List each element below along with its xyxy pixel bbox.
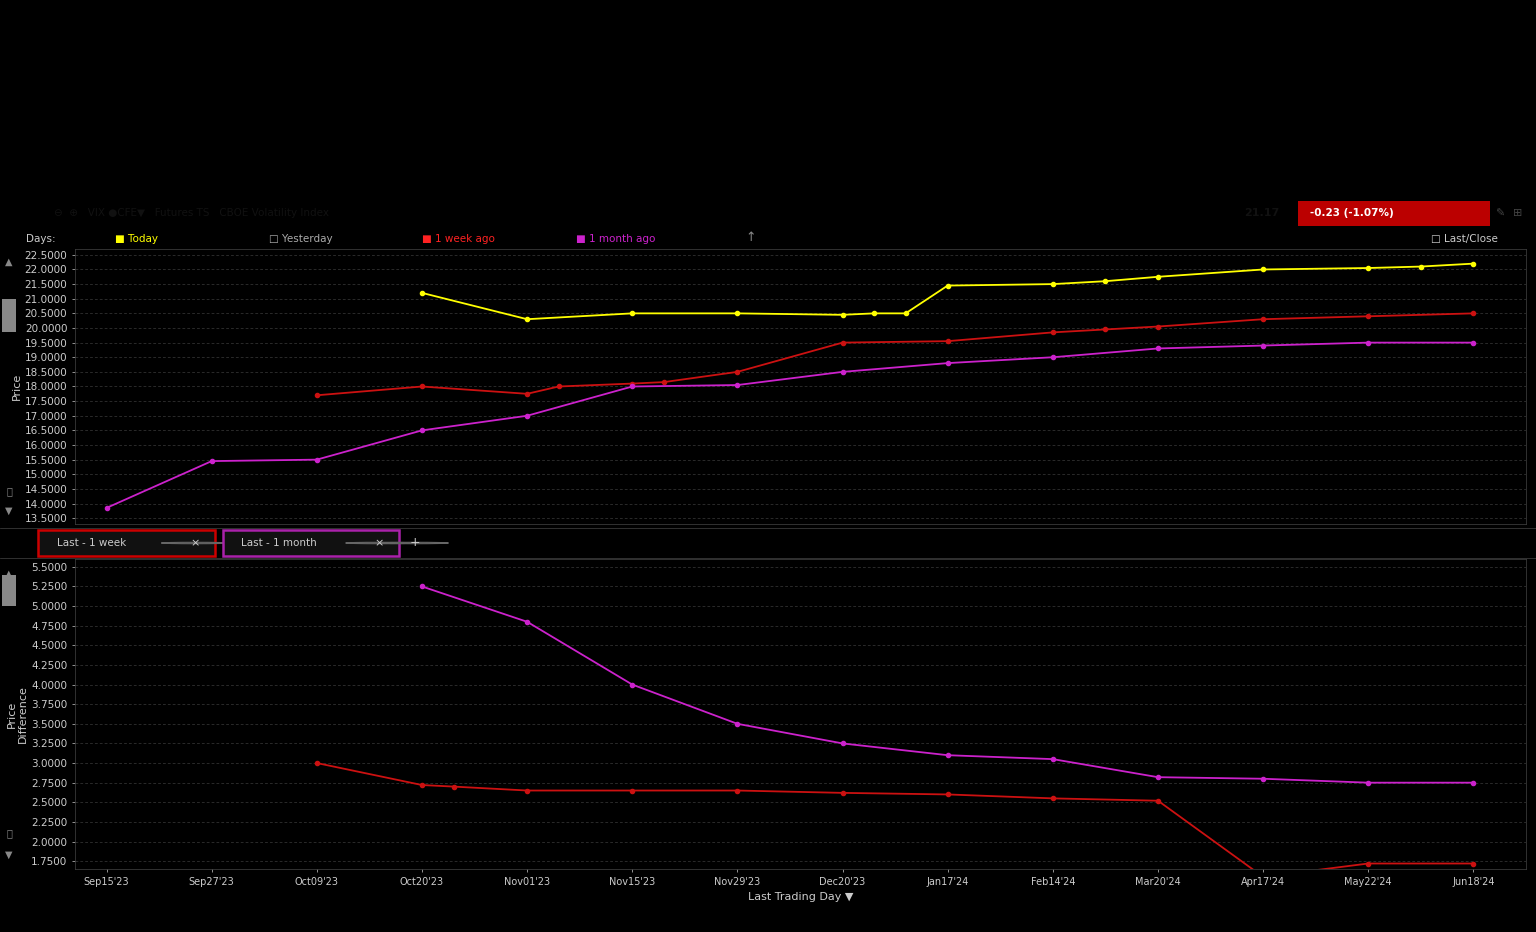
FancyBboxPatch shape <box>38 530 215 555</box>
Text: +: + <box>410 537 419 550</box>
Text: □ Last/Close: □ Last/Close <box>1430 234 1498 244</box>
Text: ⊖  ⊕   VIX ●CFE▼   Futures TS   CBOE Volatility Index: ⊖ ⊕ VIX ●CFE▼ Futures TS CBOE Volatility… <box>54 209 329 218</box>
Circle shape <box>346 542 413 543</box>
Text: ▲: ▲ <box>5 257 12 267</box>
Text: ×: × <box>375 538 384 548</box>
FancyBboxPatch shape <box>1298 201 1490 226</box>
FancyBboxPatch shape <box>223 530 399 555</box>
Text: ■ 1 week ago: ■ 1 week ago <box>422 234 495 244</box>
Text: Last - 1 month: Last - 1 month <box>241 538 316 548</box>
FancyBboxPatch shape <box>2 574 17 606</box>
FancyBboxPatch shape <box>2 298 17 332</box>
Text: ▼: ▼ <box>5 506 12 515</box>
Text: -0.23 (-1.07%): -0.23 (-1.07%) <box>1310 209 1395 218</box>
Text: ×: × <box>190 538 200 548</box>
Text: ✎: ✎ <box>1495 209 1504 218</box>
Text: 🔓: 🔓 <box>6 487 12 497</box>
Y-axis label: Price: Price <box>12 373 22 400</box>
Text: 21.17: 21.17 <box>1244 209 1279 218</box>
Circle shape <box>381 542 449 543</box>
Text: Last - 1 week: Last - 1 week <box>57 538 126 548</box>
Text: Days:: Days: <box>26 234 55 244</box>
Text: ■ 1 month ago: ■ 1 month ago <box>576 234 656 244</box>
Text: ▲: ▲ <box>5 569 12 578</box>
Text: ⊞: ⊞ <box>1513 209 1522 218</box>
Circle shape <box>161 542 229 543</box>
X-axis label: Last Trading Day ▼: Last Trading Day ▼ <box>748 892 852 902</box>
Text: ■ Today: ■ Today <box>115 234 158 244</box>
Y-axis label: Price
Difference: Price Difference <box>6 685 28 743</box>
Text: ↑: ↑ <box>745 231 756 244</box>
Text: ▼: ▼ <box>5 850 12 859</box>
Text: 🔒: 🔒 <box>6 828 12 838</box>
Text: □ Yesterday: □ Yesterday <box>269 234 332 244</box>
